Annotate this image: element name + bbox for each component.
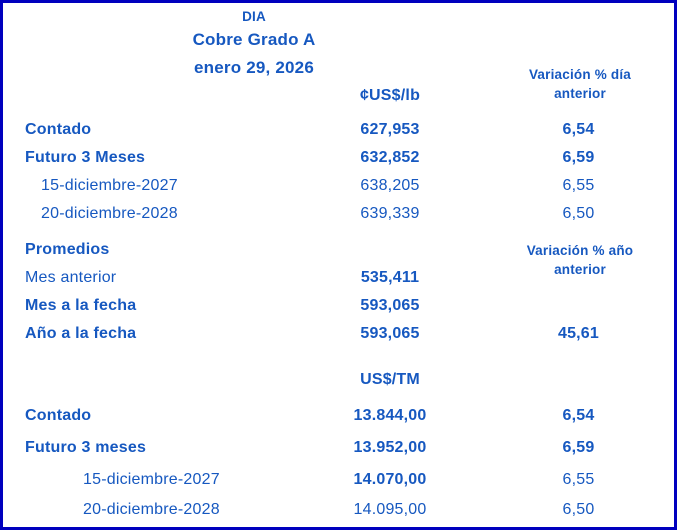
row-value: 593,065 (360, 325, 420, 342)
row-variation: 45,61 (557, 325, 600, 342)
row-variation: 6,55 (562, 471, 595, 488)
row-label: 15-diciembre-2027 (83, 471, 220, 488)
row-value: 593,065 (360, 297, 420, 314)
report-date: enero 29, 2026 (194, 58, 314, 77)
row-label: Contado (25, 407, 92, 424)
row-value: 14.095,00 (353, 501, 427, 518)
row-label: Futuro 3 meses (25, 439, 147, 456)
row-value: 14.070,00 (353, 471, 427, 488)
variation-year-header: Variación % año anterior (485, 241, 675, 279)
row-label: Contado (25, 121, 92, 138)
row-variation: 6,54 (562, 407, 595, 424)
table-row-futuro-tm: Futuro 3 meses 13.952,00 6,59 (25, 432, 674, 464)
variation-day-header: Variación % día anterior (485, 65, 675, 103)
variation-day-header-line1: Variación % día (528, 67, 632, 82)
row-label: Mes a la fecha (25, 297, 137, 314)
row-variation: 6,50 (562, 205, 595, 222)
promedios-header: Promedios (25, 241, 110, 258)
promedios-header-row: Promedios (25, 236, 674, 264)
row-label: Futuro 3 Meses (25, 149, 146, 166)
unit-header-row-tm: US$/TM (25, 366, 674, 394)
row-variation: 6,50 (562, 501, 595, 518)
row-value: 638,205 (360, 177, 420, 194)
unit-lb-label: ¢US$/lb (359, 87, 421, 104)
row-label: 20-diciembre-2028 (83, 501, 220, 518)
table-row-mes-fecha: Mes a la fecha 593,065 (25, 292, 674, 320)
row-value: 639,339 (360, 205, 420, 222)
row-value: 535,411 (360, 269, 420, 286)
variation-day-header-line2: anterior (554, 86, 606, 101)
row-label: 20-diciembre-2028 (41, 205, 178, 222)
variation-year-header-line1: Variación % año (526, 243, 634, 258)
row-value: 632,852 (360, 149, 420, 166)
table-row-mes-anterior: Mes anterior 535,411 (25, 264, 674, 292)
row-label: 15-diciembre-2027 (41, 177, 178, 194)
unit-tm-label: US$/TM (360, 371, 420, 388)
title-block: DIA Cobre Grado A enero 29, 2026 (25, 8, 483, 82)
page-title: DIA (242, 9, 266, 24)
row-variation: 6,59 (562, 149, 595, 166)
table-row-dic2028-tm: 20-diciembre-2028 14.095,00 6,50 (25, 496, 674, 524)
table-row-dic2027-lb: 15-diciembre-2027 638,205 6,55 (25, 172, 674, 200)
row-variation: 6,59 (562, 439, 595, 456)
table-row-contado-lb: Contado 627,953 6,54 (25, 116, 674, 144)
row-value: 13.844,00 (353, 407, 427, 424)
row-variation: 6,54 (562, 121, 595, 138)
table-row-dic2027-tm: 15-diciembre-2027 14.070,00 6,55 (25, 464, 674, 496)
table-row-dic2028-lb: 20-diciembre-2028 639,339 6,50 (25, 200, 674, 228)
variation-year-header-line2: anterior (554, 262, 606, 277)
product-name: Cobre Grado A (192, 30, 316, 49)
table-row-futuro-lb: Futuro 3 Meses 632,852 6,59 (25, 144, 674, 172)
table-row-contado-tm: Contado 13.844,00 6,54 (25, 400, 674, 432)
row-value: 627,953 (360, 121, 420, 138)
row-variation: 6,55 (562, 177, 595, 194)
unit-header-row-lb: ¢US$/lb (25, 82, 674, 110)
table-row-ano-fecha: Año a la fecha 593,065 45,61 (25, 320, 674, 348)
row-label: Año a la fecha (25, 325, 137, 342)
row-label: Mes anterior (25, 269, 117, 286)
row-value: 13.952,00 (353, 439, 427, 456)
